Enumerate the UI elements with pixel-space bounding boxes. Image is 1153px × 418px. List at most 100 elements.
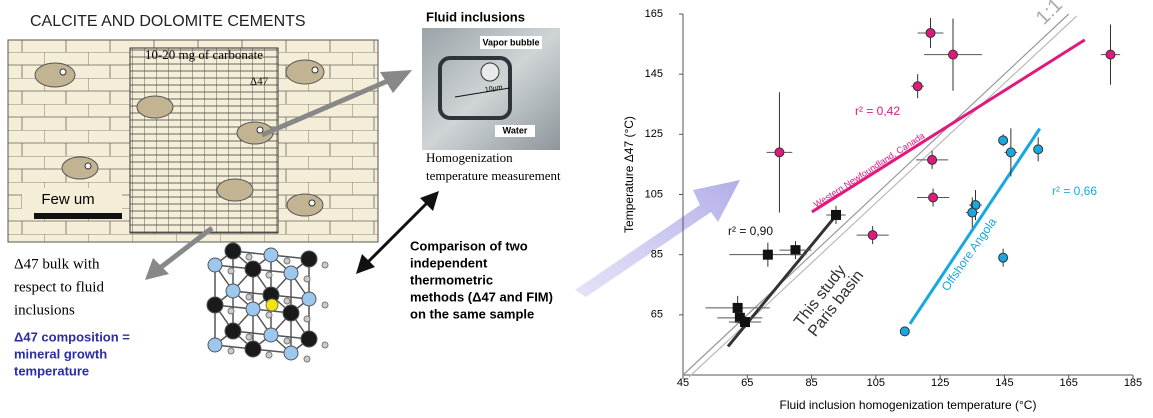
small-atom (283, 297, 291, 305)
small-atom (245, 293, 253, 301)
arrow (261, 77, 391, 138)
scale-label: Few um (41, 191, 94, 208)
bulk-caption: respect to fluid (14, 279, 104, 295)
atom (245, 301, 261, 317)
point (899, 326, 910, 337)
x-tick-label: 165 (1060, 377, 1078, 389)
point (998, 252, 1009, 263)
r2-label: r² = 0,42 (855, 104, 900, 118)
composition-caption: mineral growth (14, 346, 107, 361)
grains (34, 59, 325, 217)
x-axis-label: Fluid inclusion homogenization temperatu… (780, 398, 1037, 412)
atom (300, 250, 318, 268)
fluid-caption: temperature measurement (426, 168, 561, 183)
delta-label: Δ47 (250, 76, 269, 88)
y-tick-label: 105 (645, 188, 663, 200)
size-label: 10µm (485, 84, 504, 94)
y-tick-label: 65 (651, 309, 663, 321)
small-atom (321, 261, 329, 269)
small-atom (265, 271, 273, 279)
atom (300, 330, 318, 348)
y-axis-label: Temperature Δ47 (°C) (622, 116, 636, 233)
small-atom (227, 307, 235, 315)
small-atom (265, 311, 273, 319)
point (734, 312, 745, 323)
comparison-text: on the same sample (410, 306, 534, 321)
inclusions (59, 66, 319, 207)
x-tick-label: 125 (931, 377, 949, 389)
atom (301, 291, 317, 307)
atom (282, 304, 300, 322)
point (1105, 49, 1116, 60)
small-atom (303, 315, 311, 323)
atom (206, 296, 224, 314)
atom (263, 247, 279, 263)
bulk-caption: Δ47 bulk with (14, 256, 100, 272)
small-atom (245, 253, 253, 261)
fit-line (811, 38, 1086, 214)
x-tick-label: 85 (805, 377, 817, 389)
atom (244, 340, 262, 358)
identity-line (682, 13, 1070, 376)
fit-line (908, 127, 1042, 325)
arrow-head (145, 258, 169, 280)
r2-label: r² = 0,66 (1052, 184, 1097, 198)
point (928, 192, 939, 203)
point (912, 81, 923, 92)
cement-diagram: CALCITE AND DOLOMITE CEMENTS 10-20 mg of… (7, 9, 740, 378)
double-arrow (363, 198, 432, 267)
r2-label: r² = 0,90 (728, 224, 773, 238)
x-tick-label: 145 (995, 377, 1013, 389)
identity-label: 1:1 (1032, 0, 1067, 29)
bulk-caption: inclusions (14, 302, 75, 318)
x-tick-label: 45 (677, 377, 689, 389)
y-tick-label: 165 (645, 8, 663, 20)
small-atom (265, 351, 273, 359)
point (867, 230, 878, 241)
scale-bar (34, 213, 122, 219)
atom (263, 327, 279, 343)
composition-caption: Δ47 composition = (14, 329, 130, 344)
atom (283, 265, 299, 281)
point (1033, 144, 1044, 155)
comparison-text: thermometric (410, 272, 493, 287)
small-atom (321, 341, 329, 349)
point (927, 154, 938, 165)
point (998, 135, 1009, 146)
x-tick-label: 65 (741, 377, 753, 389)
point (948, 49, 958, 60)
arrow (158, 226, 214, 270)
scale-bg (22, 188, 122, 214)
diagram-title: CALCITE AND DOLOMITE CEMENTS (30, 13, 306, 30)
y-tick-label: 145 (645, 68, 663, 80)
point (774, 147, 785, 158)
comparison-text: independent (410, 255, 488, 270)
small-atom (245, 333, 253, 341)
y-tick-label: 125 (645, 128, 663, 140)
small-atom (227, 267, 235, 275)
comparison-text: Comparison of two (410, 238, 528, 253)
x-tick-label: 105 (867, 377, 885, 389)
x-tick-label: 185 (1124, 377, 1142, 389)
point (831, 209, 841, 220)
point (925, 27, 936, 38)
crystal-structure (206, 242, 329, 363)
series-label: Western Newfoundland, Canada (812, 131, 926, 210)
size-bar (454, 87, 511, 98)
atom (225, 283, 241, 299)
vapor-label: Vapor bubble (482, 37, 539, 47)
atom (224, 322, 242, 340)
arrow-head (380, 70, 412, 93)
comparison-text: methods (Δ47 and FIM) (410, 289, 553, 304)
small-atom (227, 347, 235, 355)
sample-label: 10-20 mg of carbonate (145, 47, 263, 62)
fluid-title: Fluid inclusions (426, 9, 525, 24)
composition-caption: temperature (14, 363, 89, 378)
atom (224, 242, 242, 260)
point (732, 302, 743, 313)
atom (207, 337, 223, 353)
atom (283, 345, 299, 361)
atom (265, 298, 279, 312)
